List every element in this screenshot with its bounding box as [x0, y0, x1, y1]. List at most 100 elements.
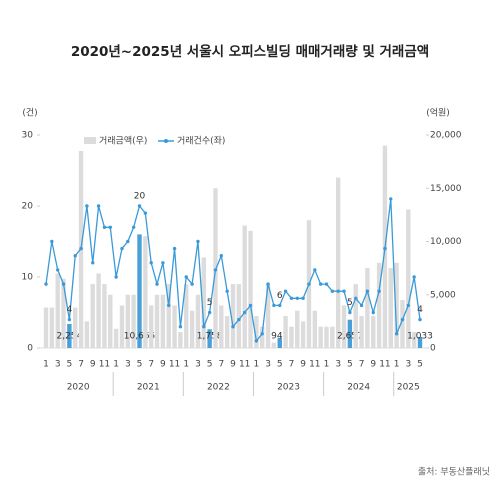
bar: [341, 305, 347, 348]
year-label: 2020: [67, 383, 90, 393]
bar: [400, 300, 405, 348]
line-point: [383, 246, 387, 251]
x-tick-label: 1: [113, 360, 119, 370]
line-point: [172, 246, 177, 251]
line-point: [406, 303, 411, 308]
bar: [254, 316, 259, 348]
line-point: [365, 289, 370, 293]
line-point: [248, 303, 253, 308]
legend-label: 거래건수(좌): [177, 136, 225, 147]
line-point: [289, 296, 294, 300]
line-point: [330, 289, 335, 293]
bar: [61, 278, 66, 348]
line-point: [131, 225, 136, 229]
x-tick-label: 9: [370, 360, 376, 370]
bar: [43, 307, 49, 348]
bar: [67, 323, 72, 348]
line-value-label: 5: [207, 298, 213, 308]
bar: [289, 326, 294, 348]
line-point: [79, 246, 83, 251]
line-point: [167, 303, 171, 308]
year-label: 2021: [137, 383, 160, 393]
line-point: [359, 303, 364, 308]
bar: [365, 268, 370, 348]
line-point: [61, 282, 66, 286]
x-tick-label: 3: [55, 360, 61, 370]
line-point: [348, 310, 352, 315]
y2-tick-label: 20,000: [430, 131, 462, 141]
bar: [324, 326, 329, 348]
line-point: [126, 239, 130, 244]
line-point: [137, 204, 142, 208]
x-tick-label: 7: [359, 360, 365, 370]
bar: [184, 284, 189, 348]
bar-value-label: 947: [271, 332, 288, 342]
line-point: [377, 289, 381, 293]
y-tick-label: 20: [22, 202, 34, 212]
x-tick-label: 11: [239, 360, 250, 370]
line-point: [202, 325, 206, 329]
bar: [411, 332, 417, 348]
year-label: 2023: [277, 383, 300, 393]
line-point: [155, 282, 159, 286]
x-tick-label: 7: [289, 360, 295, 370]
line-point: [336, 289, 340, 293]
line-point: [190, 282, 194, 286]
bar-value-label: 2,254: [56, 332, 82, 342]
bar: [376, 262, 382, 348]
line-point: [272, 303, 276, 308]
line-point: [96, 204, 101, 208]
line-point: [342, 289, 346, 293]
bar: [148, 305, 154, 348]
x-tick-label: 9: [300, 360, 306, 370]
bar: [265, 284, 271, 348]
line-point: [354, 296, 358, 300]
bar: [213, 188, 218, 348]
line-value-label: 4: [417, 305, 423, 315]
y-tick-label: 10: [22, 273, 34, 283]
line-point: [307, 282, 311, 286]
x-tick-label: 9: [230, 360, 236, 370]
line-value-label: 5: [347, 298, 353, 308]
bar: [172, 305, 177, 348]
line-point: [73, 254, 77, 258]
bar: [125, 294, 131, 348]
x-tick-label: 7: [78, 360, 84, 370]
bar-value-label: 1,033: [407, 332, 433, 342]
bar-value-label: 10,665: [124, 332, 156, 342]
source: 출처: 부동산플래닛: [418, 466, 490, 478]
bar: [102, 284, 107, 348]
bar: [195, 294, 201, 348]
line-point: [242, 310, 247, 315]
line-value-label: 4: [67, 305, 73, 315]
x-tick-label: 11: [169, 360, 180, 370]
bar-value-label: 1,758: [197, 332, 223, 342]
bar: [312, 310, 318, 348]
line-point: [313, 268, 317, 272]
bar: [224, 316, 230, 348]
line-point: [389, 197, 393, 201]
x-tick-label: 9: [160, 360, 166, 370]
x-tick-label: 1: [254, 360, 260, 370]
bar: [295, 310, 300, 348]
x-tick-label: 3: [405, 360, 411, 370]
line-point: [254, 339, 259, 343]
line-point: [108, 225, 112, 229]
line-point: [260, 332, 264, 336]
bar: [137, 234, 142, 348]
line-point: [295, 296, 299, 300]
x-tick-label: 7: [148, 360, 154, 370]
bar: [131, 294, 136, 348]
line-point: [213, 268, 218, 272]
legend-label: 거래금액(우): [99, 135, 147, 147]
line-point: [237, 317, 241, 322]
bar: [347, 319, 353, 348]
y2-tick-label: 15,000: [430, 184, 462, 194]
line-point: [50, 239, 54, 244]
bar: [335, 177, 341, 348]
legend-swatch: [164, 139, 168, 143]
line-point: [161, 261, 165, 265]
y2-tick-label: 5,000: [430, 290, 456, 300]
line-point: [207, 310, 212, 315]
